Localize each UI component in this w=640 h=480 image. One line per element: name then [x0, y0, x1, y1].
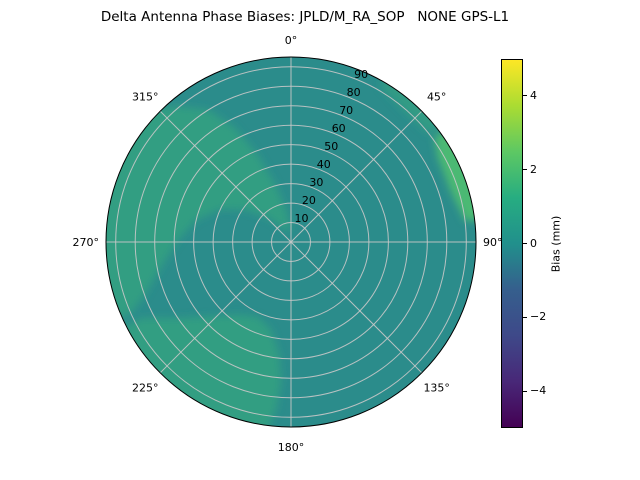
angular-tick-label: 270°: [73, 236, 100, 249]
colorbar-tick-label: 0: [530, 236, 537, 250]
grid-spoke: [290, 110, 423, 243]
colorbar-tick-label: −2: [530, 310, 547, 324]
angular-tick-label: 90°: [483, 236, 503, 249]
colorbar-tick: [523, 95, 527, 97]
angular-tick-label: 0°: [285, 34, 298, 47]
colorbar-gradient: [502, 60, 522, 427]
radial-tick-label: 70: [339, 104, 353, 117]
polar-grid: [106, 57, 476, 427]
angular-tick-label: 315°: [132, 90, 159, 103]
angular-tick-label: 180°: [278, 441, 305, 454]
angular-tick-label: 225°: [132, 382, 159, 395]
radial-tick-label: 10: [295, 212, 309, 225]
colorbar-tick: [523, 243, 527, 244]
radial-tick-label: 50: [324, 140, 338, 153]
colorbar-tick: [523, 169, 527, 171]
grid-spoke: [159, 241, 292, 374]
radial-tick-label: 90: [354, 68, 368, 81]
grid-spoke: [290, 241, 423, 374]
grid-spoke: [159, 110, 292, 243]
bias-region-southwest-blob: [109, 314, 282, 427]
bias-region-northwest-band: [106, 106, 291, 325]
colorbar-tick-label: −4: [530, 384, 547, 398]
radial-tick-label: 40: [317, 158, 331, 171]
colorbar-tick: [523, 316, 527, 318]
radial-tick-label: 30: [309, 176, 323, 189]
radial-tick-label: 20: [302, 194, 316, 207]
colorbar-tick-label: 2: [530, 162, 537, 176]
colorbar-tick-label: 4: [530, 88, 537, 102]
polar-outline: [105, 56, 477, 428]
radial-tick-label: 60: [332, 122, 346, 135]
colorbar-label: Bias (mm): [549, 215, 563, 273]
chart-title: Delta Antenna Phase Biases: JPLD/M_RA_SO…: [100, 9, 510, 25]
angular-tick-label: 45°: [427, 90, 447, 103]
colorbar: [501, 59, 523, 428]
radial-tick-label: 80: [347, 86, 361, 99]
angular-tick-label: 135°: [423, 382, 450, 395]
colorbar-tick: [523, 390, 527, 392]
